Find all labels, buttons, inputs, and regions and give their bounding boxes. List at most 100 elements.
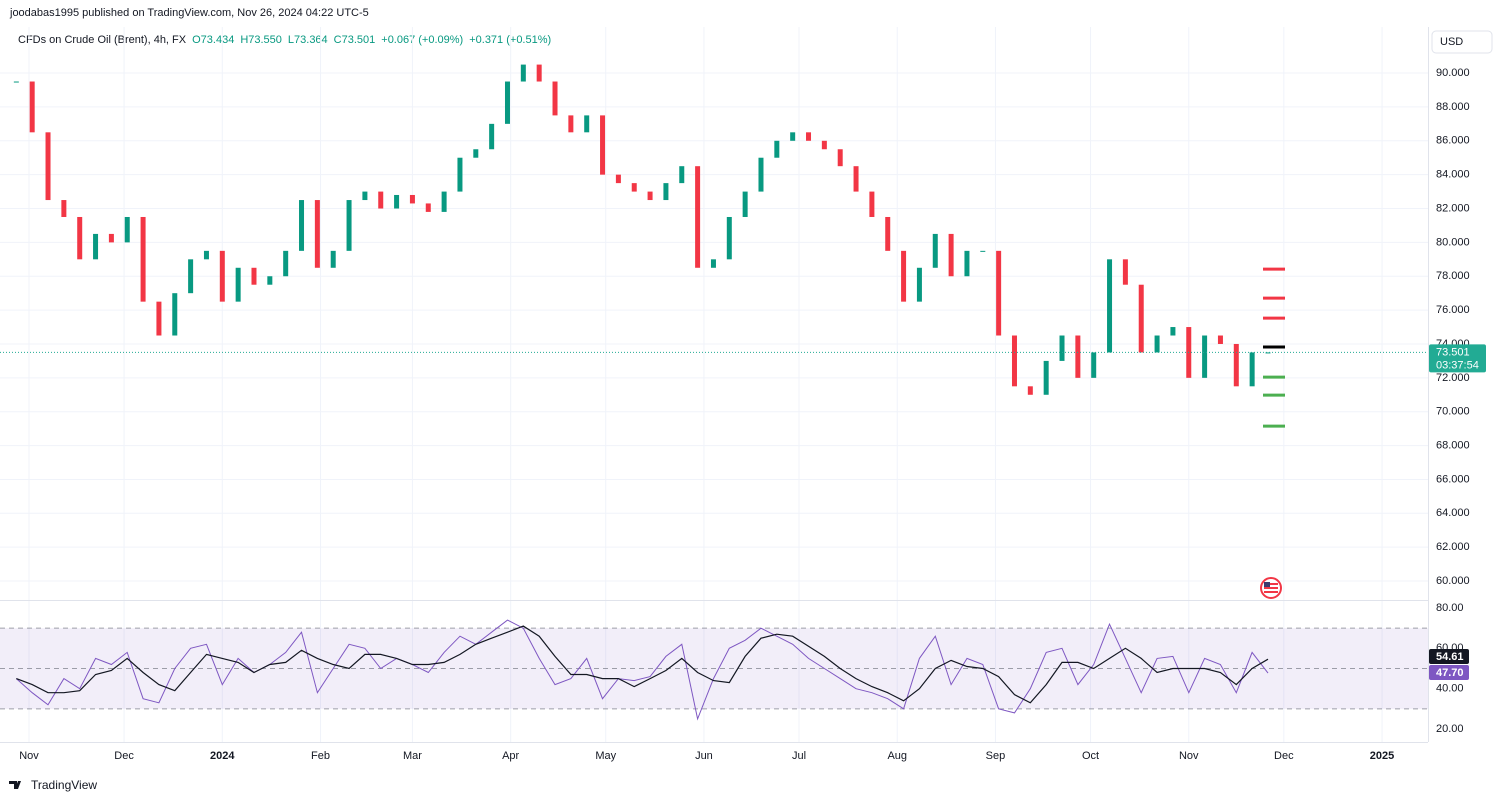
candle: [172, 293, 178, 336]
candle: [1107, 259, 1113, 353]
candle: [1265, 352, 1271, 354]
y-tick-label: 66.000: [1436, 473, 1470, 485]
candle: [108, 233, 114, 243]
candle: [504, 81, 510, 124]
candle: [1217, 335, 1223, 344]
candle: [1043, 360, 1049, 395]
us-flag: [1260, 577, 1282, 599]
x-tick-label: Dec: [114, 750, 134, 762]
candle: [188, 259, 194, 294]
y-tick-label: 70.000: [1436, 406, 1470, 418]
candle: [695, 166, 701, 268]
y-tick-label: 86.000: [1436, 135, 1470, 147]
y-tick-label: 90.000: [1436, 67, 1470, 79]
logo: [9, 781, 21, 789]
candle: [869, 191, 875, 217]
x-tick-label: Mar: [403, 750, 422, 762]
candle: [457, 157, 463, 192]
candle: [758, 157, 764, 192]
candle: [600, 115, 606, 175]
x-tick-label: Nov: [19, 750, 39, 762]
candle: [219, 250, 225, 302]
high: H73.550: [240, 34, 282, 46]
candle: [520, 64, 526, 82]
open: O73.434: [192, 34, 234, 46]
x-tick-label: Aug: [887, 750, 907, 762]
candle: [441, 191, 447, 212]
candle: [916, 267, 922, 302]
y-tick-label: 20.00: [1436, 723, 1464, 735]
last-price-box: [1429, 344, 1486, 373]
candle: [1027, 386, 1033, 395]
y-tick-label: 80.00: [1436, 602, 1464, 614]
candle: [124, 216, 130, 243]
x-tick-label: 2025: [1370, 750, 1394, 762]
candle: [615, 174, 621, 184]
candle: [885, 216, 891, 251]
rsi-value-box: [1429, 649, 1469, 664]
currency-button[interactable]: [1431, 30, 1493, 54]
y-tick-label: 72.000: [1436, 372, 1470, 384]
candle: [140, 216, 146, 302]
rsi-value: 47.70: [1436, 667, 1464, 679]
candle: [61, 200, 67, 217]
x-tick-label: Jul: [792, 750, 806, 762]
candle: [932, 233, 938, 268]
rsi-value: 54.61: [1436, 651, 1464, 663]
candle: [996, 250, 1002, 336]
x-tick-label: Nov: [1179, 750, 1199, 762]
low: L73.364: [288, 34, 328, 46]
y-tick-label: 40.00: [1436, 683, 1464, 695]
y-tick-label: 76.000: [1436, 304, 1470, 316]
x-tick-label: Feb: [311, 750, 330, 762]
candle: [806, 132, 812, 141]
publisher: joodabas1995 published on TradingView.co…: [9, 7, 369, 19]
candle: [964, 250, 970, 277]
candle: [489, 123, 495, 150]
candle: [821, 140, 827, 150]
candle: [1091, 352, 1097, 378]
candle: [837, 149, 843, 167]
y-tick-label: 68.000: [1436, 439, 1470, 451]
y-tick-label: 62.000: [1436, 541, 1470, 553]
x-tick-label: May: [595, 750, 616, 762]
x-tick-label: 2024: [210, 750, 235, 762]
candle: [235, 267, 241, 302]
x-tick-label: Oct: [1082, 750, 1099, 762]
candle: [1138, 284, 1144, 353]
candle: [409, 194, 415, 204]
rsi-line: [15, 619, 1269, 721]
candle: [299, 200, 305, 251]
candle: [425, 203, 431, 212]
countdown: 03:37:54: [1436, 359, 1479, 371]
candle: [647, 191, 653, 201]
candle: [93, 233, 99, 260]
x-tick-label: Apr: [502, 750, 519, 762]
candle: [1011, 335, 1017, 387]
candle: [584, 115, 590, 133]
candle: [77, 216, 83, 260]
rsi-value-box: [1429, 665, 1469, 680]
candle: [251, 267, 257, 285]
candle: [631, 183, 637, 192]
candle: [45, 132, 51, 201]
currency: USD: [1440, 36, 1463, 48]
y-tick-label: 82.000: [1436, 202, 1470, 214]
candle: [1233, 343, 1239, 387]
candle: [790, 132, 796, 141]
candle: [1059, 335, 1065, 361]
candle: [378, 191, 384, 209]
y-tick-label: 84.000: [1436, 169, 1470, 181]
y-tick-label: 88.000: [1436, 101, 1470, 113]
candle: [1170, 327, 1176, 336]
candle: [552, 81, 558, 116]
y-tick-label: 78.000: [1436, 270, 1470, 282]
candle: [980, 250, 986, 252]
x-tick-label: Sep: [986, 750, 1006, 762]
candle: [1202, 335, 1208, 378]
y-tick-label: 80.000: [1436, 236, 1470, 248]
candle: [29, 81, 35, 133]
close: C73.501: [334, 34, 376, 46]
candle: [774, 140, 780, 158]
candle: [710, 259, 716, 268]
